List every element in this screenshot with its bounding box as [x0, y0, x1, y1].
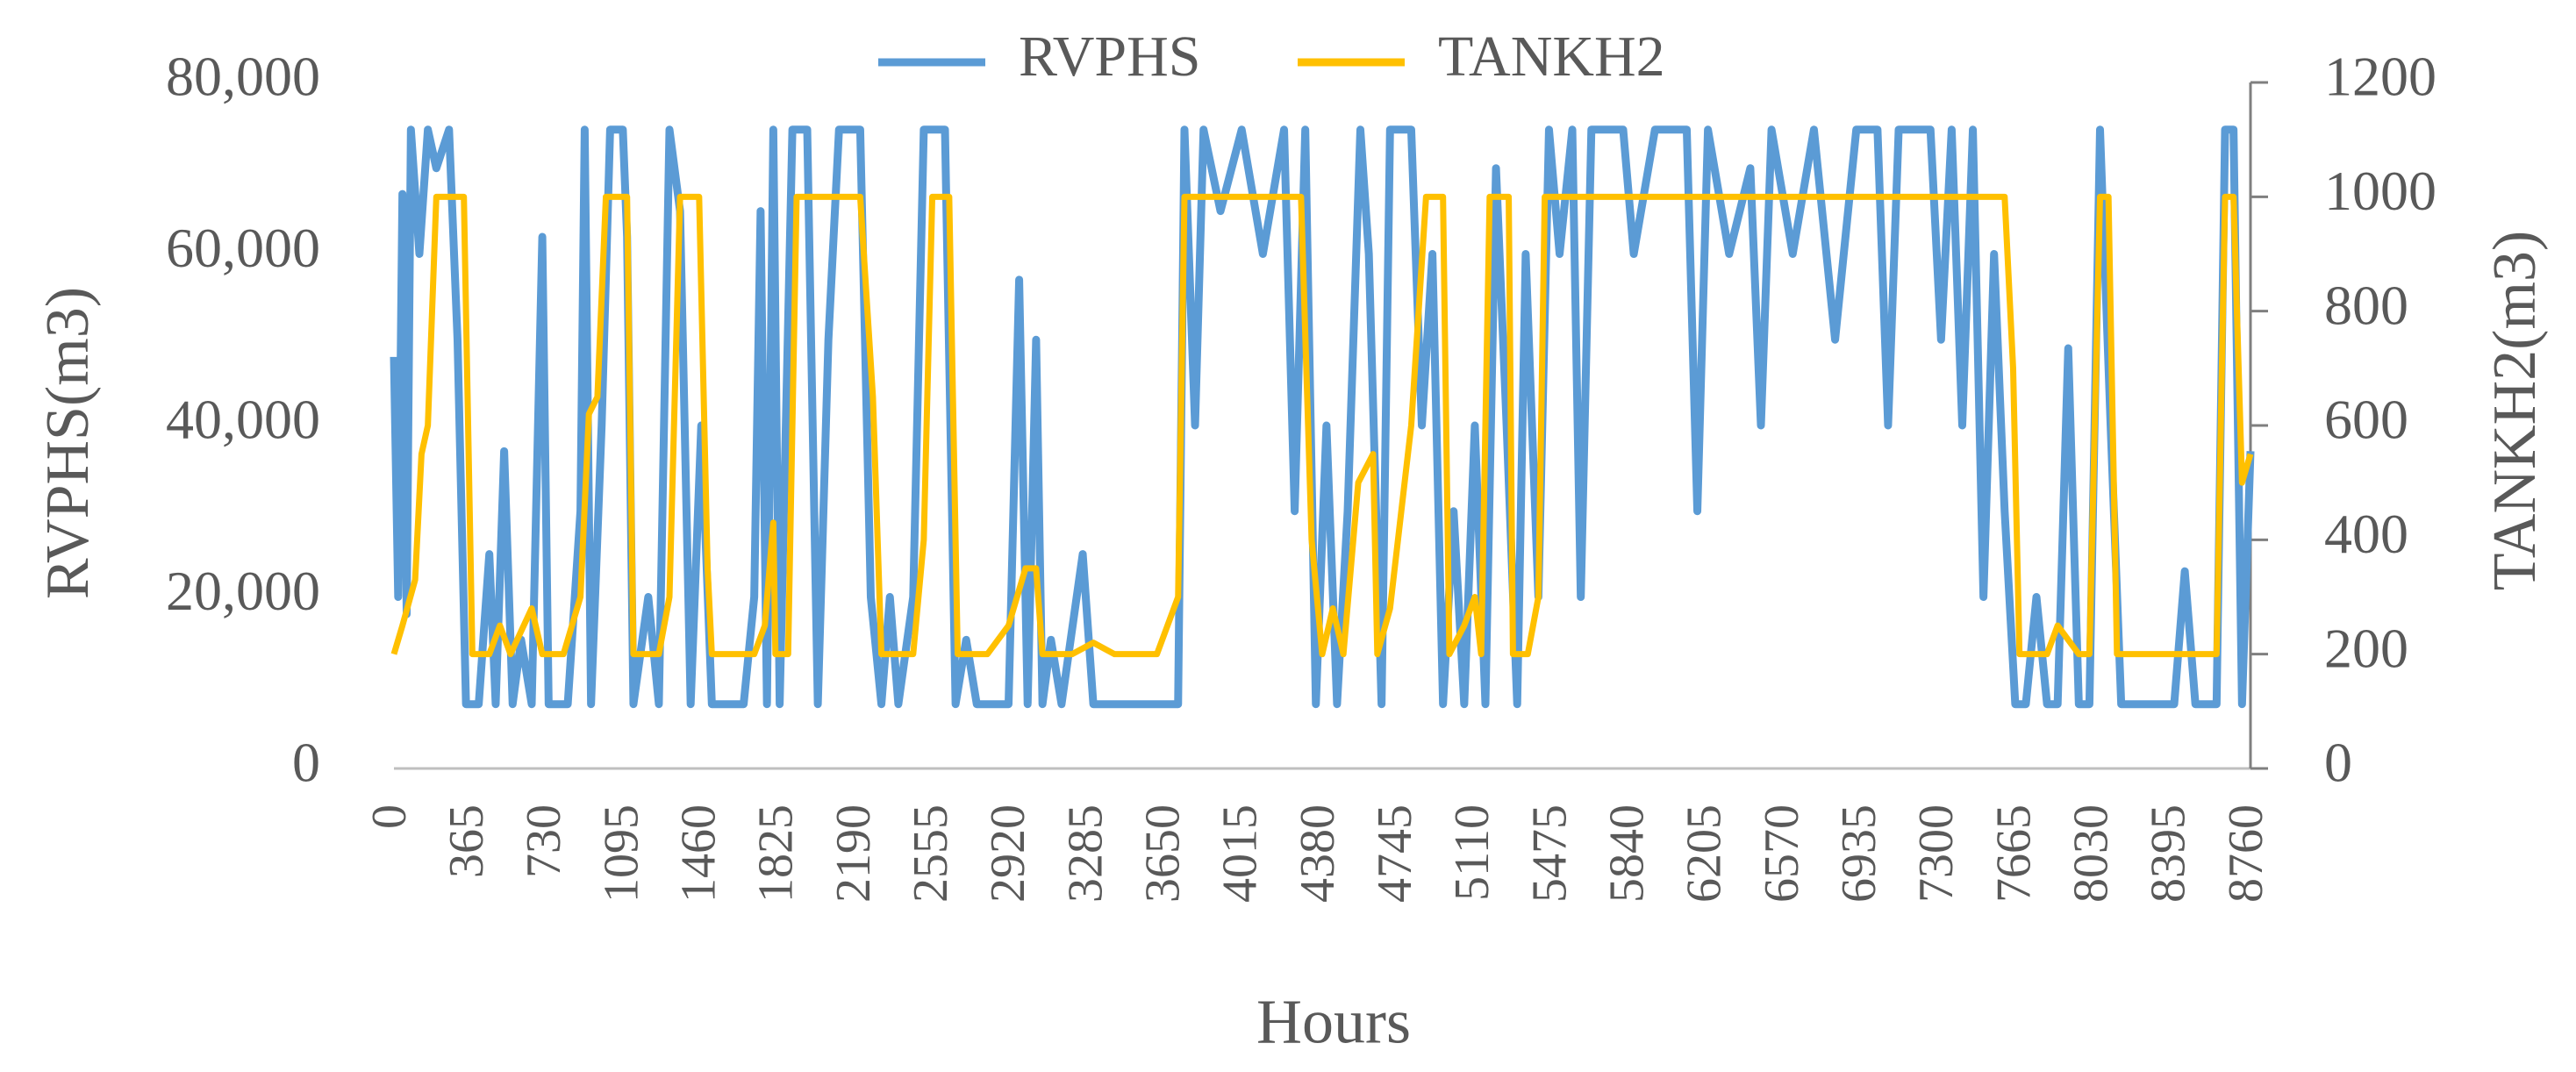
y-tick-label: 80,000: [166, 46, 320, 108]
x-axis-title: Hours: [1256, 987, 1411, 1057]
x-tick-label: 4015: [1213, 804, 1268, 903]
y2-tick-label: 0: [2324, 732, 2352, 794]
x-tick-label: 8395: [2142, 804, 2196, 903]
x-tick-label: 4380: [1291, 804, 1345, 903]
y-tick-label: 0: [292, 732, 320, 794]
legend-label: RVPHS: [1019, 25, 1200, 89]
y-axis-title: RVPHS(m3): [34, 287, 102, 599]
x-tick-label: 365: [440, 804, 494, 878]
y-tick-label: 40,000: [166, 389, 320, 451]
x-tick-label: 730: [517, 804, 571, 878]
x-tick-label: 5110: [1445, 804, 1499, 901]
data-line: [390, 193, 2254, 658]
x-tick-label: 6570: [1755, 804, 1809, 903]
y2-tick-label: 1200: [2324, 46, 2436, 108]
y-tick-label: 60,000: [166, 217, 320, 279]
legend-label: TANKH2: [1438, 25, 1665, 89]
y2-tick-label: 600: [2324, 389, 2408, 451]
x-tick-label: 2190: [826, 804, 881, 903]
x-tick-label: 1460: [672, 804, 726, 903]
y2-tick-label: 400: [2324, 503, 2408, 565]
x-tick-label: 8030: [2064, 804, 2119, 903]
x-tick-label: 7300: [1909, 804, 1964, 903]
x-tick-label: 1095: [594, 804, 648, 903]
data-line: [390, 125, 2255, 709]
x-tick-label: 3285: [1058, 804, 1113, 903]
y2-axis-title: TANKH2(m3): [2481, 231, 2549, 590]
x-tick-label: 3650: [1136, 804, 1191, 903]
x-tick-label: 8760: [2219, 804, 2273, 903]
x-tick-label: 6935: [1832, 804, 1886, 903]
x-tick-label: 2555: [904, 804, 958, 903]
x-tick-label: 4745: [1368, 804, 1422, 903]
x-tick-label: 5475: [1522, 804, 1577, 903]
x-tick-label: 1825: [749, 804, 804, 903]
y2-tick-label: 200: [2324, 617, 2408, 679]
y2-tick-label: 1000: [2324, 160, 2436, 222]
y2-tick-label: 800: [2324, 274, 2408, 336]
x-tick-label: 6205: [1678, 804, 1732, 903]
x-tick-label: 2920: [981, 804, 1035, 903]
y-tick-label: 20,000: [166, 560, 320, 622]
x-tick-label: 0: [362, 804, 417, 829]
x-tick-label: 5840: [1600, 804, 1655, 903]
x-tick-label: 7665: [1986, 804, 2041, 903]
